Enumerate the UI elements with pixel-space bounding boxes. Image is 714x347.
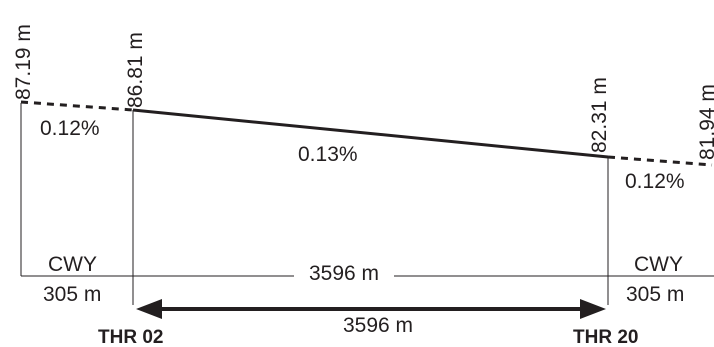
slope-cwy-east-label: 0.12% (625, 170, 685, 193)
arrow-head-left-icon (136, 299, 162, 319)
slope-cwy-west-label: 0.12% (40, 117, 100, 140)
runway-length-arrow-label: 3596 m (343, 314, 413, 337)
cwy-east-length-label: 305 m (626, 283, 684, 306)
cwy-west-label: CWY (48, 253, 97, 276)
runway-length-top-label: 3596 m (309, 262, 379, 285)
cwy-west-slope-line (20, 100, 134, 112)
runway-slope-line (132, 108, 609, 159)
thr02-label: THR 02 (98, 327, 163, 347)
arrow-head-right-icon (580, 299, 606, 319)
elevation-cwy-west-label: 87.19 m (12, 24, 35, 100)
runway-length-label-bg (294, 262, 394, 288)
cwy-east-slope-line (607, 155, 713, 167)
elevation-thr20-label: 82.31 m (588, 77, 611, 153)
cwy-east-label: CWY (634, 253, 683, 276)
cwy-west-length-label: 305 m (43, 283, 101, 306)
elevation-cwy-east-label: 81.94 m (696, 84, 714, 160)
slope-runway-label: 0.13% (298, 143, 358, 166)
thr20-label: THR 20 (573, 327, 638, 347)
elevation-thr02-label: 86.81 m (124, 32, 147, 108)
